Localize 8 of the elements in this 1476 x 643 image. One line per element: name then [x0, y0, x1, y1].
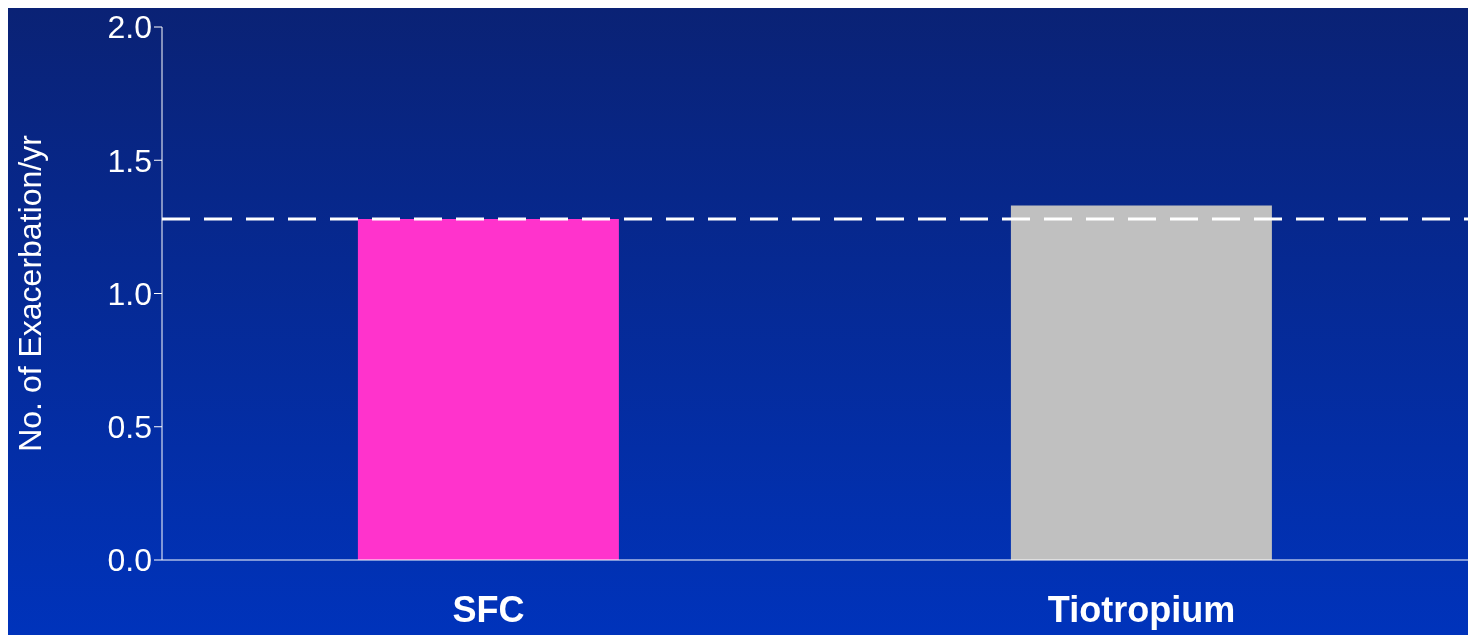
y-axis-title: No. of Exacerbation/yr: [12, 134, 49, 452]
y-tick-label: 2.0: [107, 9, 152, 46]
y-tick-label: 1.5: [107, 142, 152, 179]
y-tick-label: 0.0: [107, 542, 152, 579]
x-tick-label: Tiotropium: [1047, 588, 1236, 630]
x-tick-label: SFC: [452, 588, 525, 630]
y-tick-label: 0.5: [107, 409, 152, 446]
y-tick-label: 1.0: [107, 275, 152, 312]
